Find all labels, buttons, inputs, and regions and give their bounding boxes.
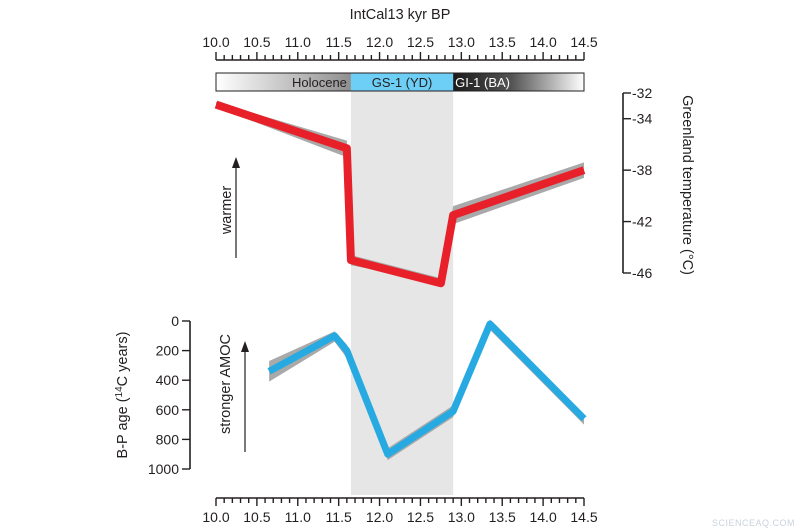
x-tick-label: 13.5 [489, 34, 516, 50]
x-tick-label: 14.5 [570, 34, 597, 50]
stronger-amoc-arrowhead-icon [241, 341, 249, 352]
x-tick-label: 12.5 [407, 34, 434, 50]
temperature-y-tick-label: -32 [632, 85, 652, 101]
b-p-age-y-axis-label: B-P age (14C years) [114, 332, 132, 459]
period-gi1-ba [453, 73, 584, 91]
stronger-amoc-label: stronger AMOC [218, 334, 234, 434]
period-gs1-yd [350, 73, 454, 91]
b-p-age-y-tick-label: 200 [156, 343, 180, 359]
b-p-age-y-tick-label: 0 [171, 313, 179, 329]
x-tick-label: 12.0 [366, 509, 393, 525]
temperature-series [214, 100, 586, 288]
stronger-amoc-indicator: stronger AMOC [218, 334, 249, 452]
watermark: SCIENCEAQ.COM [712, 518, 795, 528]
x-tick-label: 13.0 [448, 509, 475, 525]
period-holocene [216, 73, 351, 91]
b-p-age-y-tick-label: 800 [156, 431, 180, 447]
b-p-age-series [267, 320, 587, 458]
x-tick-label: 12.5 [407, 509, 434, 525]
x-tick-label: 14.0 [529, 509, 556, 525]
b-p-age-label-part: B-P age ( [115, 397, 131, 458]
top-x-axis: 10.0 10.5 11.0 11.5 12.0 12.5 13.0 13.5 14.0 14.5 [202, 34, 598, 61]
period-label-gs1-yd: GS-1 (YD) [372, 75, 433, 90]
warmer-indicator: warmer [219, 157, 240, 258]
warmer-arrowhead-icon [232, 157, 240, 168]
x-tick-label: 12.0 [366, 34, 393, 50]
b-p-age-label-superscript: 14 [114, 386, 125, 398]
x-tick-label: 11.0 [285, 509, 311, 525]
temperature-y-axis-label: Greenland temperature (°C) [679, 95, 695, 275]
period-bar: Holocene GS-1 (YD) GI-1 (BA) [215, 72, 585, 92]
b-p-age-y-axis: 0 200 400 600 800 1000 [148, 313, 191, 477]
temperature-y-tick-label: -34 [632, 111, 652, 127]
temperature-y-axis: -32 -34 -38 -42 -46 [622, 85, 652, 281]
x-axis-title: IntCal13 kyr BP [350, 7, 451, 23]
x-tick-label: 13.0 [448, 34, 475, 50]
b-p-age-panel: 0 200 400 600 800 1000 B-P age (14C years) st… [114, 313, 587, 477]
bottom-x-axis: 10.0 10.5 11.0 11.5 12.0 12.5 13.0 13.5 14.0 14.5 [202, 497, 598, 525]
x-tick-label: 10.5 [243, 34, 270, 50]
b-p-age-y-tick-label: 1000 [148, 461, 179, 477]
x-tick-label: 11.5 [326, 509, 352, 525]
temperature-y-tick-label: -46 [632, 265, 652, 281]
b-p-age-y-tick-label: 600 [156, 402, 180, 418]
temperature-y-tick-label: -42 [632, 214, 652, 230]
x-tick-label: 13.5 [489, 509, 516, 525]
x-tick-label: 10.0 [202, 34, 229, 50]
x-tick-label: 14.0 [529, 34, 556, 50]
b-p-age-y-tick-label: 400 [156, 372, 180, 388]
warmer-label: warmer [219, 186, 235, 236]
period-label-gi1-ba: GI-1 (BA) [455, 75, 510, 90]
period-bar-frame [215, 72, 585, 92]
x-tick-label: 11.5 [326, 34, 352, 50]
temperature-y-tick-label: -38 [632, 162, 652, 178]
temperature-panel: -32 -34 -38 -42 -46 Greenland temperature (°… [214, 85, 695, 288]
b-p-age-label-part: C years) [115, 332, 131, 387]
x-tick-label: 11.0 [285, 34, 311, 50]
period-label-holocene: Holocene [292, 75, 347, 90]
x-tick-label: 10.0 [202, 509, 229, 525]
x-tick-label: 10.5 [243, 509, 270, 525]
x-tick-label: 14.5 [570, 509, 597, 525]
